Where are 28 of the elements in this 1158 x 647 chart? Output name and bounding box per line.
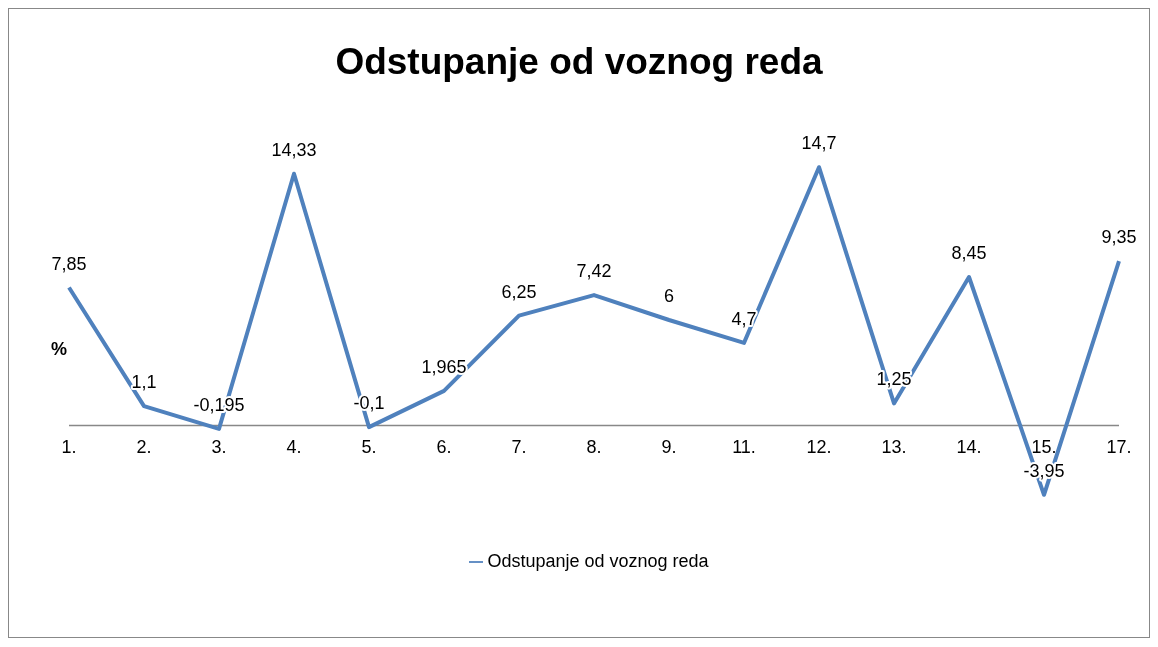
y-axis-title: % [51,339,68,360]
x-tick-label: 13. [881,437,907,458]
x-tick-label: 6. [436,437,452,458]
x-tick-label: 8. [586,437,602,458]
x-tick-label: 4. [286,437,302,458]
data-label: 1,965 [421,356,467,377]
data-label: 6,25 [501,281,537,302]
x-tick-label: 7. [511,437,527,458]
data-label: 14,7 [801,133,837,154]
x-tick-label: 12. [806,437,832,458]
x-tick-label: 1. [61,437,77,458]
x-tick-label: 3. [211,437,227,458]
x-tick-label: 17. [1106,437,1132,458]
x-tick-label: 14. [956,437,982,458]
data-label: 14,33 [271,139,317,160]
legend-label: Odstupanje od voznog reda [487,551,709,571]
x-tick-label: 2. [136,437,152,458]
x-tick-label: 11. [732,437,756,458]
data-label: 7,85 [51,253,87,274]
x-tick-label: 15. [1031,437,1057,458]
data-label: 9,35 [1101,227,1137,248]
data-label: 7,42 [576,261,612,282]
x-tick-label: 5. [361,437,377,458]
data-label: 1,1 [131,372,157,393]
x-tick-label: 9. [661,437,677,458]
data-label: 8,45 [951,242,987,263]
data-label: 6 [663,286,675,307]
chart-title: Odstupanje od voznog reda [334,41,824,84]
